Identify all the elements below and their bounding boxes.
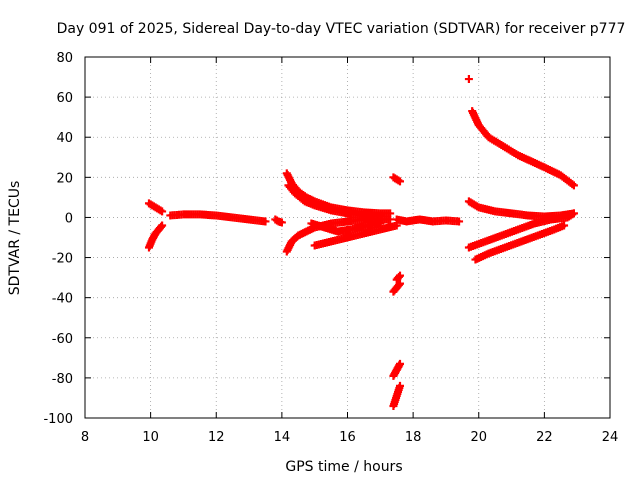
data-point	[277, 218, 286, 227]
data-point	[376, 211, 385, 220]
data-point	[396, 177, 404, 186]
series-arc-o	[392, 215, 464, 226]
y-tick-label: -80	[52, 372, 73, 387]
x-tick-label: 20	[470, 430, 487, 445]
data-point	[560, 221, 569, 230]
data-point	[569, 181, 578, 190]
data-point	[376, 219, 385, 228]
y-tick-label: 0	[65, 211, 73, 226]
data-point	[396, 279, 404, 288]
y-tick-label: 20	[56, 171, 73, 186]
x-axis-label: GPS time / hours	[285, 459, 402, 475]
x-tick-label: 16	[339, 430, 356, 445]
y-tick-label: -60	[52, 332, 73, 347]
series-arc-i	[307, 219, 385, 236]
series-arc-h	[310, 221, 401, 250]
x-tick-label: 24	[602, 430, 619, 445]
y-tick-label: -100	[43, 412, 73, 427]
series-arc-t	[471, 221, 569, 264]
data-point	[455, 217, 464, 226]
series-arc-a	[144, 199, 167, 216]
x-tick-label: 22	[536, 430, 553, 445]
series-arc-m	[389, 359, 404, 380]
y-tick-label: 80	[56, 51, 73, 66]
series-arc-j	[389, 173, 404, 186]
data-point	[158, 207, 167, 216]
y-tick-label: -20	[52, 252, 73, 267]
y-tick-label: 40	[56, 131, 73, 146]
series-arc-k	[389, 279, 404, 296]
y-tick-label: 60	[56, 91, 73, 106]
data-point	[396, 381, 404, 390]
plot-frame	[84, 56, 611, 419]
data-point	[569, 209, 578, 218]
x-tick-label: 14	[274, 430, 291, 445]
data-points	[144, 75, 578, 410]
data-point	[396, 271, 404, 280]
data-point	[464, 75, 473, 84]
series-arc-b	[144, 221, 167, 252]
x-tick-label: 8	[81, 430, 89, 445]
series-arc-d	[271, 215, 286, 227]
x-tick-label: 10	[142, 430, 159, 445]
series-arc-p	[464, 75, 473, 84]
series-arc-s	[464, 209, 578, 252]
axis-ticks: 8 10 12 14 16 18 20 22 24 -100 -80 -60 -40 -20 0 20 40 60…	[43, 51, 618, 445]
series-arc-g	[284, 181, 385, 220]
series-arc-c	[166, 210, 270, 226]
x-tick-label: 12	[208, 430, 225, 445]
y-tick-label: -40	[52, 292, 73, 307]
data-point	[396, 359, 404, 368]
chart-title: Day 091 of 2025, Sidereal Day-to-day VTE…	[57, 21, 626, 37]
series-arc-l	[392, 271, 404, 284]
data-point	[261, 217, 270, 226]
x-tick-label: 18	[405, 430, 422, 445]
data-point	[158, 221, 167, 230]
series-arc-q	[468, 107, 578, 190]
series-arc-n	[389, 381, 404, 410]
data-point	[386, 209, 395, 218]
y-axis-label: SDTVAR / TECUs	[7, 181, 23, 296]
